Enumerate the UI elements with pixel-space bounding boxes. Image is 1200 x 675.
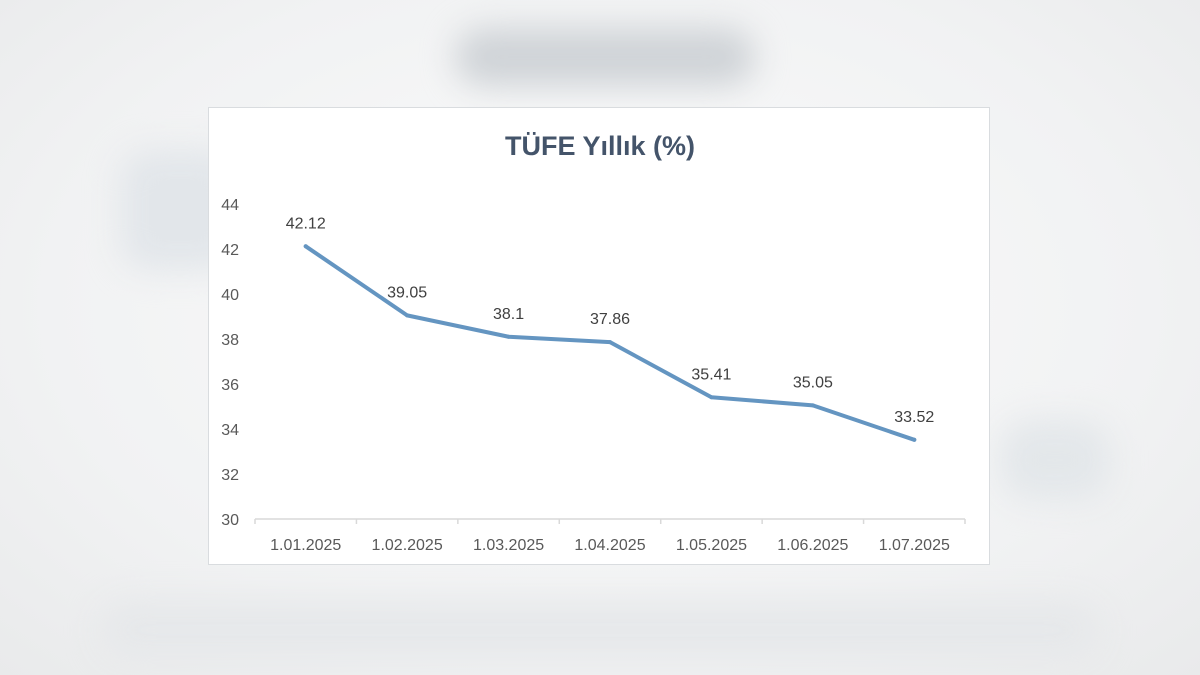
y-tick-label: 42 bbox=[221, 242, 239, 259]
y-tick-label: 40 bbox=[221, 287, 239, 304]
data-point bbox=[506, 334, 511, 339]
x-tick-label: 1.07.2025 bbox=[879, 537, 950, 554]
data-label: 35.05 bbox=[793, 374, 833, 391]
x-tick-label: 1.03.2025 bbox=[473, 537, 544, 554]
data-label: 33.52 bbox=[894, 409, 934, 426]
chart-title: TÜFE Yıllık (%) bbox=[505, 131, 695, 161]
data-label: 37.86 bbox=[590, 311, 630, 328]
y-tick-label: 32 bbox=[221, 467, 239, 484]
data-label: 39.05 bbox=[387, 284, 427, 301]
data-point bbox=[405, 313, 410, 318]
data-point bbox=[608, 340, 612, 345]
series-layer bbox=[303, 244, 917, 442]
data-label: 42.12 bbox=[286, 215, 326, 232]
axes: 30 32 34 36 38 40 42 44 1.01.2025 1.02.2025 1.03.2… bbox=[221, 197, 966, 554]
data-point bbox=[709, 395, 714, 400]
y-tick-label: 34 bbox=[221, 422, 239, 439]
data-point bbox=[303, 244, 308, 249]
x-tick-label: 1.02.2025 bbox=[372, 537, 443, 554]
data-labels: 42.12 39.05 38.1 37.86 35.41 35.05 33.52 bbox=[286, 215, 935, 425]
data-label: 38.1 bbox=[493, 306, 524, 323]
data-label: 35.41 bbox=[691, 366, 731, 383]
y-tick-label: 38 bbox=[221, 332, 239, 349]
y-tick-label: 36 bbox=[221, 377, 239, 394]
data-point bbox=[912, 437, 917, 442]
x-tick-label: 1.04.2025 bbox=[574, 537, 645, 554]
x-tick-label: 1.05.2025 bbox=[676, 537, 747, 554]
y-tick-label: 30 bbox=[221, 512, 239, 529]
y-tick-label: 44 bbox=[221, 197, 239, 214]
x-tick-label: 1.01.2025 bbox=[270, 537, 341, 554]
line-chart: TÜFE Yıllık (%) 30 32 34 36 38 40 42 44 1.01.202… bbox=[221, 131, 966, 554]
data-point bbox=[810, 403, 815, 408]
x-tick-label: 1.06.2025 bbox=[777, 537, 848, 554]
chart-card: TÜFE Yıllık (%) 30 32 34 36 38 40 42 44 1.01.202… bbox=[208, 107, 990, 565]
